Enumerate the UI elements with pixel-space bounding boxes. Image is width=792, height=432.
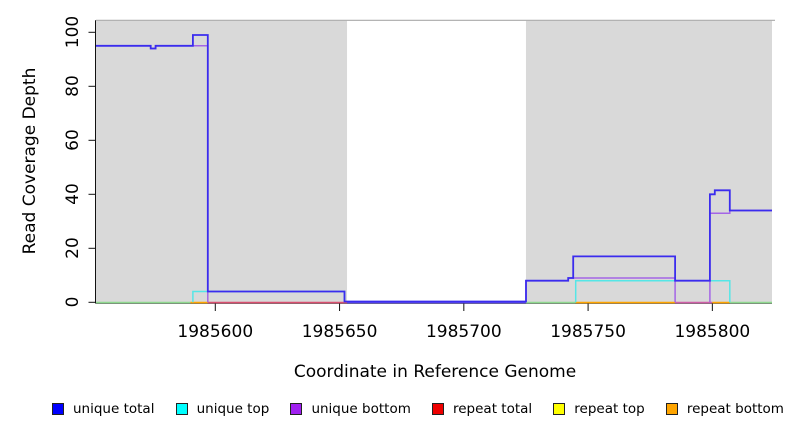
x-tick-label: 1985750 <box>550 322 626 342</box>
unique-top-swatch-icon <box>175 403 188 415</box>
y-axis-title: Read Coverage Depth <box>20 67 40 255</box>
y-tick-label: 100 <box>63 16 83 49</box>
repeat-bottom-swatch-icon <box>665 403 678 415</box>
x-tick-label: 1985600 <box>177 322 254 342</box>
y-tick-label: 60 <box>63 129 83 152</box>
unique-bottom-swatch-icon <box>290 403 303 415</box>
y-tick-label: 20 <box>63 237 83 260</box>
y-tick-label: 80 <box>63 75 83 98</box>
x-tick-label: 1985800 <box>674 322 751 342</box>
legend-label: repeat bottom <box>686 401 784 417</box>
legend-item-unique-total: unique total <box>52 401 154 417</box>
x-tick-label: 1985650 <box>301 322 378 342</box>
legend-label: unique top <box>196 401 270 417</box>
y-tick-label: 40 <box>63 183 83 206</box>
legend-item-unique-top: unique top <box>175 401 270 417</box>
legend-label: repeat total <box>452 401 533 417</box>
legend-item-unique-bottom: unique bottom <box>290 401 411 417</box>
unique-total-swatch-icon <box>52 403 64 415</box>
legend-label: unique bottom <box>311 401 411 417</box>
legend-item-repeat-top: repeat top <box>553 401 645 417</box>
repeat-top-swatch-icon <box>553 403 566 415</box>
legend-label: unique total <box>73 401 155 417</box>
x-axis-title: Coordinate in Reference Genome <box>293 362 577 382</box>
repeat-total-swatch-icon <box>431 403 444 415</box>
legend-item-repeat-total: repeat total <box>431 401 533 417</box>
x-tick-label: 1985700 <box>425 322 502 342</box>
y-tick-label: 0 <box>63 296 83 308</box>
legend-label: repeat top <box>574 401 645 417</box>
legend: unique total unique top unique bottom re… <box>52 398 784 420</box>
legend-item-repeat-bottom: repeat bottom <box>665 401 784 417</box>
